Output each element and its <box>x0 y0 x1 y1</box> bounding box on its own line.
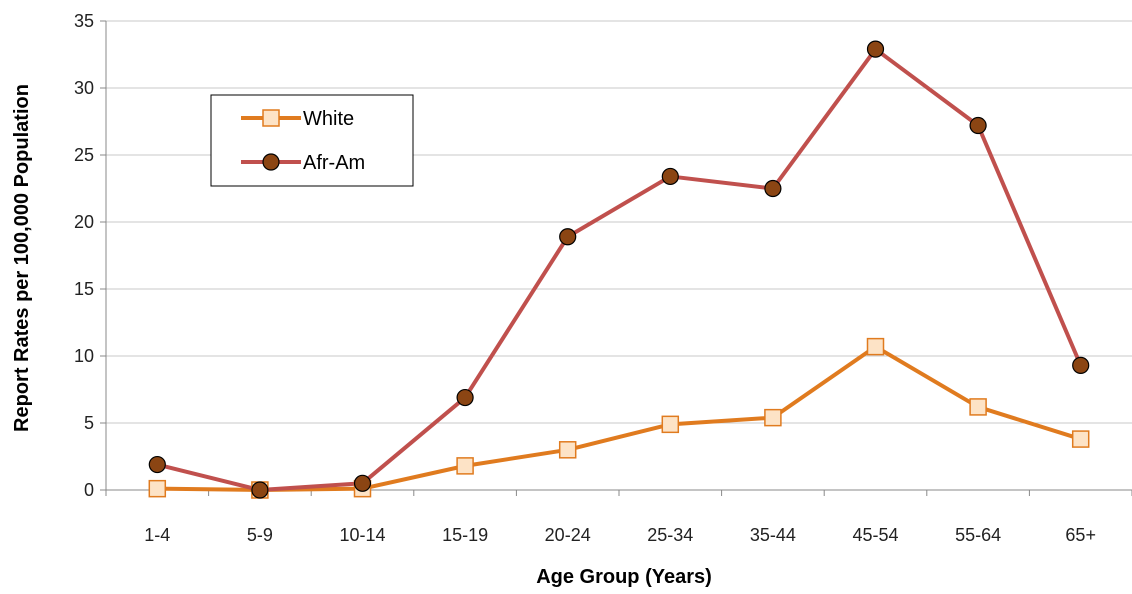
y-tick-label: 30 <box>74 78 94 98</box>
x-tick-label: 15-19 <box>442 525 488 545</box>
point-afr-am-65+ <box>1072 356 1090 374</box>
point-afr-am-25-34 <box>661 167 679 186</box>
legend-label-afr-am: Afr-Am <box>303 152 365 174</box>
axes <box>100 20 1132 496</box>
point-afr-am-15-19 <box>456 388 474 407</box>
point-afr-am-10-14 <box>353 474 372 492</box>
legend-item-white: White <box>241 108 354 130</box>
x-tick-label: 5-9 <box>247 525 273 545</box>
point-white-15-19 <box>456 457 474 475</box>
point-afr-am-45-54 <box>866 40 885 58</box>
x-tick-label: 65+ <box>1065 525 1096 545</box>
series-line-afr-am <box>156 47 1083 492</box>
x-axis-title: Age Group (Years) <box>536 566 712 588</box>
point-afr-am-55-64 <box>969 116 987 135</box>
x-tick-label: 35-44 <box>750 525 796 545</box>
point-white-35-44 <box>764 408 782 427</box>
point-afr-am-5-9 <box>251 481 269 499</box>
legend-item-afr-am: Afr-Am <box>241 152 365 174</box>
x-tick-labels: 1-4 5-9 10-14 15-19 20-24 25-34 35-44 45-54 55-6… <box>144 525 1096 545</box>
y-tick-labels: 0 5 10 15 20 25 30 35 <box>74 11 94 500</box>
x-tick-label: 55-64 <box>955 525 1001 545</box>
point-afr-am-35-44 <box>764 179 782 198</box>
y-tick-label: 20 <box>74 212 94 232</box>
legend-marker-afr-am <box>262 153 280 171</box>
series-line-white <box>157 344 1082 492</box>
point-white-65+ <box>1071 430 1090 448</box>
point-white-45-54 <box>866 337 885 356</box>
y-tick-label: 5 <box>84 413 94 433</box>
x-tick-label: 25-34 <box>647 525 693 545</box>
legend-label-white: White <box>303 108 354 130</box>
y-tick-label: 35 <box>74 11 94 31</box>
y-axis-title: Report Rates per 100,000 Population <box>11 84 33 432</box>
y-tick-label: 0 <box>84 480 94 500</box>
y-tick-label: 10 <box>74 346 94 366</box>
gridlines <box>106 20 1132 424</box>
point-white-25-34 <box>661 415 680 434</box>
legend-marker-white <box>262 109 280 127</box>
y-tick-label: 25 <box>74 145 94 165</box>
x-tick-label: 20-24 <box>545 525 591 545</box>
point-white-20-24 <box>558 441 577 459</box>
x-tick-label: 45-54 <box>852 525 898 545</box>
point-white-1-4 <box>148 479 167 498</box>
x-tick-label: 10-14 <box>339 525 385 545</box>
series-group <box>148 40 1090 499</box>
legend: White Afr-Am <box>210 94 414 187</box>
legend-box <box>210 94 414 187</box>
point-afr-am-20-24 <box>559 228 577 246</box>
point-afr-am-1-4 <box>148 455 166 474</box>
y-tick-label: 15 <box>74 279 94 299</box>
x-tick-label: 1-4 <box>144 525 170 545</box>
point-white-55-64 <box>969 398 987 416</box>
